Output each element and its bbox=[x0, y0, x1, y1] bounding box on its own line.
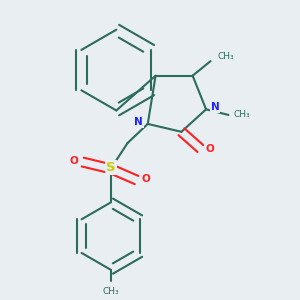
Text: CH₃: CH₃ bbox=[233, 110, 250, 119]
Text: CH₃: CH₃ bbox=[217, 52, 234, 61]
Text: O: O bbox=[141, 174, 150, 184]
Text: N: N bbox=[134, 117, 143, 127]
Text: O: O bbox=[69, 156, 78, 166]
Text: CH₃: CH₃ bbox=[102, 286, 119, 296]
Text: S: S bbox=[106, 161, 116, 174]
Text: O: O bbox=[205, 144, 214, 154]
Text: N: N bbox=[211, 102, 219, 112]
